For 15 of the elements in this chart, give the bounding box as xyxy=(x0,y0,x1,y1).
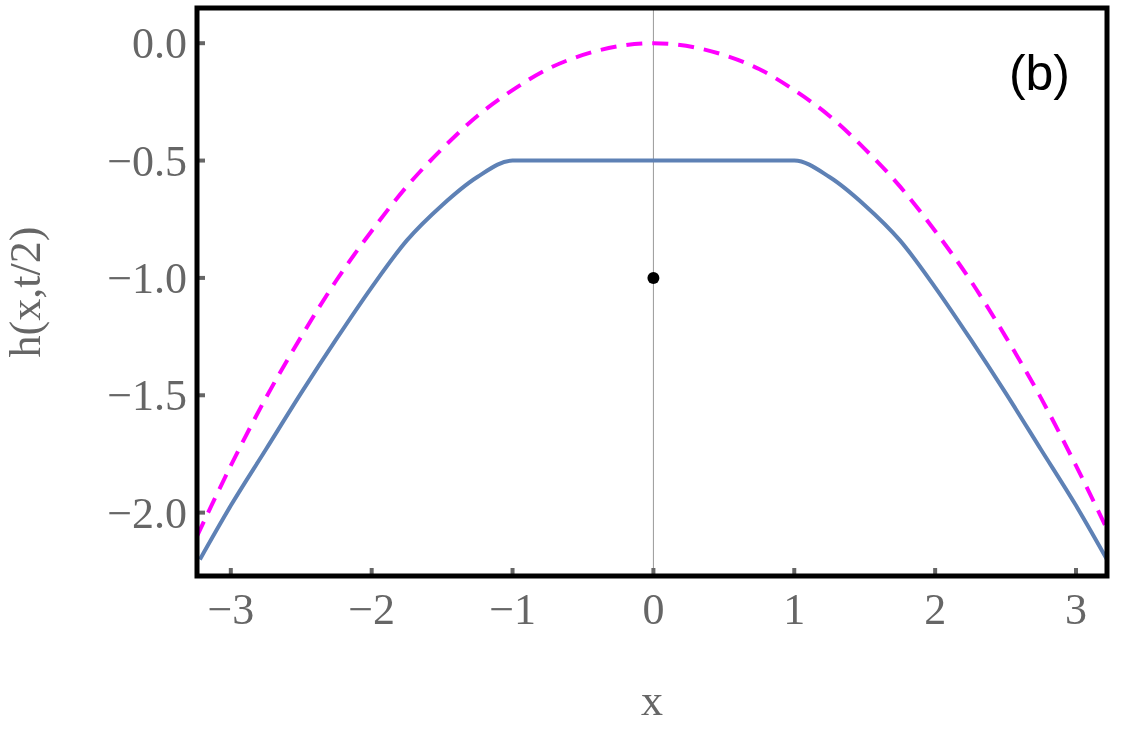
x-tick-label: 1 xyxy=(783,585,806,634)
x-tick-label: 0 xyxy=(642,585,665,634)
y-axis-title: h(x,t/2) xyxy=(1,226,50,358)
x-tick-label: −2 xyxy=(348,585,396,634)
y-tick-label: −1.0 xyxy=(107,253,187,303)
y-tick-label: −2.0 xyxy=(107,488,187,538)
annotation: (b) xyxy=(1008,45,1070,101)
y-tick-label: −0.5 xyxy=(107,136,187,186)
x-axis-title: x xyxy=(641,676,663,725)
x-tick-label: 2 xyxy=(924,585,947,634)
y-tick-label: 0.0 xyxy=(132,19,187,69)
x-tick-label: −3 xyxy=(207,585,255,634)
y-tick-label: −1.5 xyxy=(107,371,187,421)
x-tick-label: −1 xyxy=(489,585,536,634)
x-tick-label: 3 xyxy=(1065,585,1088,634)
